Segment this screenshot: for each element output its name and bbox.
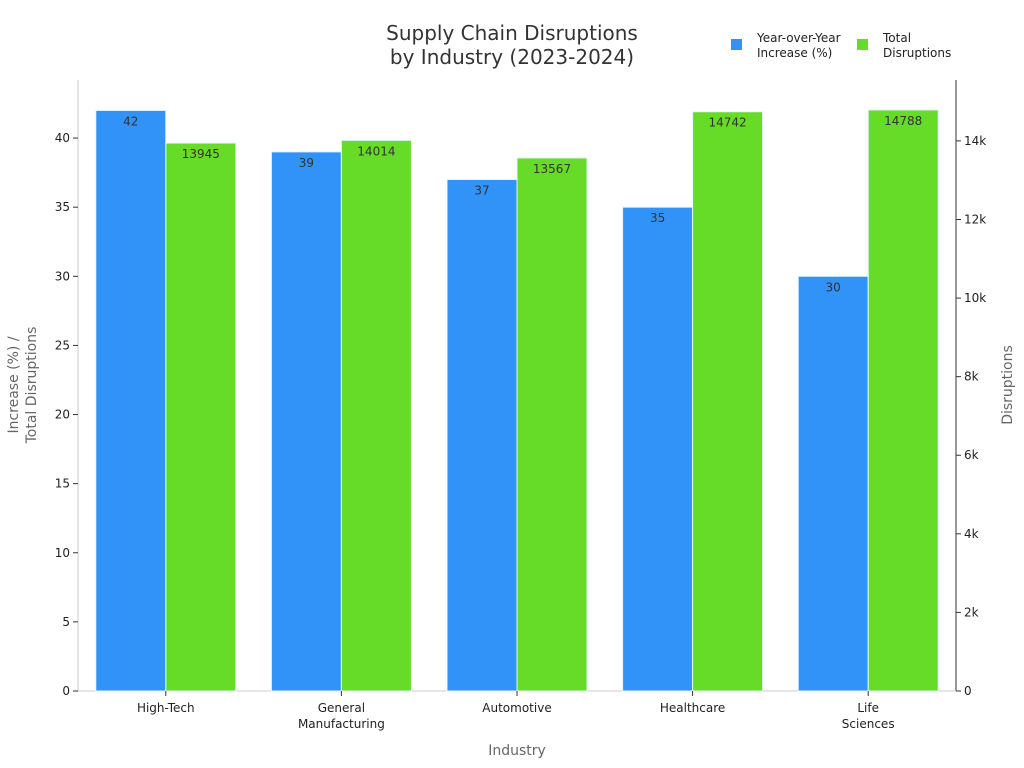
y-tick-label: 10	[55, 546, 70, 560]
data-label: 14014	[357, 144, 395, 158]
y-tick-label: 20	[55, 408, 70, 422]
data-label: 14742	[709, 116, 747, 130]
bar-total-disruptions	[692, 111, 764, 692]
y-tick-label: 15	[55, 477, 70, 491]
bar-yoy-increase	[270, 151, 342, 692]
legend-label: Year-over-Year Increase (%)	[756, 31, 841, 60]
x-axis-label: Industry	[488, 743, 546, 759]
data-label: 30	[826, 280, 841, 294]
data-label: 13945	[182, 147, 220, 161]
chart-title: Supply Chain Disruptions by Industry (202…	[386, 21, 638, 69]
data-label: 42	[123, 114, 138, 128]
legend-swatch	[857, 39, 868, 50]
y-tick-label: 35	[55, 200, 70, 214]
x-tick-label: Automotive	[482, 701, 551, 715]
y-right-tick-label: 4k	[964, 527, 979, 541]
y-tick-label: 5	[62, 615, 70, 629]
y-right-tick-label: 14k	[964, 134, 986, 148]
data-label: 14788	[884, 114, 922, 128]
legend-swatch	[731, 39, 742, 50]
bar-total-disruptions	[340, 139, 412, 692]
y-tick-label: 0	[62, 684, 70, 698]
bar-total-disruptions	[165, 142, 237, 692]
y-tick-label: 30	[55, 269, 70, 283]
x-tick-label: General Manufacturing	[298, 701, 385, 731]
y-right-tick-label: 0	[964, 684, 972, 698]
bar-total-disruptions	[867, 109, 939, 692]
data-label: 37	[474, 184, 489, 198]
y-right-tick-label: 2k	[964, 605, 979, 619]
y-tick-label: 40	[55, 131, 70, 145]
x-tick-label: Life Sciences	[842, 701, 895, 731]
bar-yoy-increase	[446, 179, 518, 692]
bar-yoy-increase	[95, 109, 167, 692]
y-axis-label: Increase (%) / Total Disruptions	[6, 327, 40, 445]
y-right-tick-label: 6k	[964, 448, 979, 462]
y-tick-label: 25	[55, 338, 70, 352]
bar-total-disruptions	[516, 157, 588, 692]
y-axis-right-label: Disruptions	[1000, 345, 1016, 425]
legend-label: Total Disruptions	[882, 31, 951, 60]
data-label: 13567	[533, 162, 571, 176]
data-label: 39	[299, 156, 314, 170]
x-tick-label: Healthcare	[660, 701, 725, 715]
y-right-tick-label: 8k	[964, 370, 979, 384]
y-right-tick-label: 10k	[964, 291, 986, 305]
data-label: 35	[650, 211, 665, 225]
x-tick-label: High-Tech	[137, 701, 195, 715]
bar-yoy-increase	[797, 275, 869, 692]
bar-yoy-increase	[622, 206, 694, 692]
y-right-tick-label: 12k	[964, 212, 986, 226]
